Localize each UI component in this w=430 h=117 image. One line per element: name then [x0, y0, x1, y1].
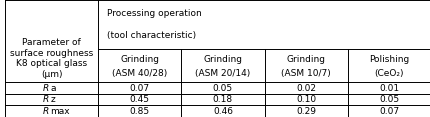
Text: 0.01: 0.01 — [378, 84, 399, 93]
Text: Parameter of
surface roughness
K8 optical glass
(μm): Parameter of surface roughness K8 optica… — [10, 38, 93, 79]
Text: Grinding: Grinding — [286, 55, 325, 64]
Text: 0.05: 0.05 — [378, 95, 399, 104]
Text: 0.29: 0.29 — [295, 107, 316, 116]
Text: (ASM 40/28): (ASM 40/28) — [112, 69, 167, 78]
Text: max: max — [50, 107, 70, 116]
Text: Grinding: Grinding — [203, 55, 242, 64]
Text: a: a — [50, 84, 56, 93]
Text: 0.46: 0.46 — [212, 107, 232, 116]
Text: (ASM 10/7): (ASM 10/7) — [281, 69, 330, 78]
Text: (ASM 20/14): (ASM 20/14) — [195, 69, 250, 78]
Text: R: R — [43, 95, 49, 104]
Text: Polishing: Polishing — [369, 55, 408, 64]
Text: Processing operation: Processing operation — [106, 9, 201, 18]
Text: 0.45: 0.45 — [129, 95, 149, 104]
Text: 0.10: 0.10 — [295, 95, 316, 104]
Text: 0.85: 0.85 — [129, 107, 149, 116]
Text: 0.07: 0.07 — [129, 84, 149, 93]
Text: 0.07: 0.07 — [378, 107, 399, 116]
Text: 0.05: 0.05 — [212, 84, 233, 93]
Text: 0.02: 0.02 — [295, 84, 316, 93]
Text: z: z — [50, 95, 55, 104]
Text: (tool characteristic): (tool characteristic) — [106, 31, 195, 40]
Text: (CeO₂): (CeO₂) — [374, 69, 403, 78]
Text: Grinding: Grinding — [120, 55, 159, 64]
Text: R: R — [43, 107, 49, 116]
Text: R: R — [43, 84, 49, 93]
Text: 0.18: 0.18 — [212, 95, 233, 104]
